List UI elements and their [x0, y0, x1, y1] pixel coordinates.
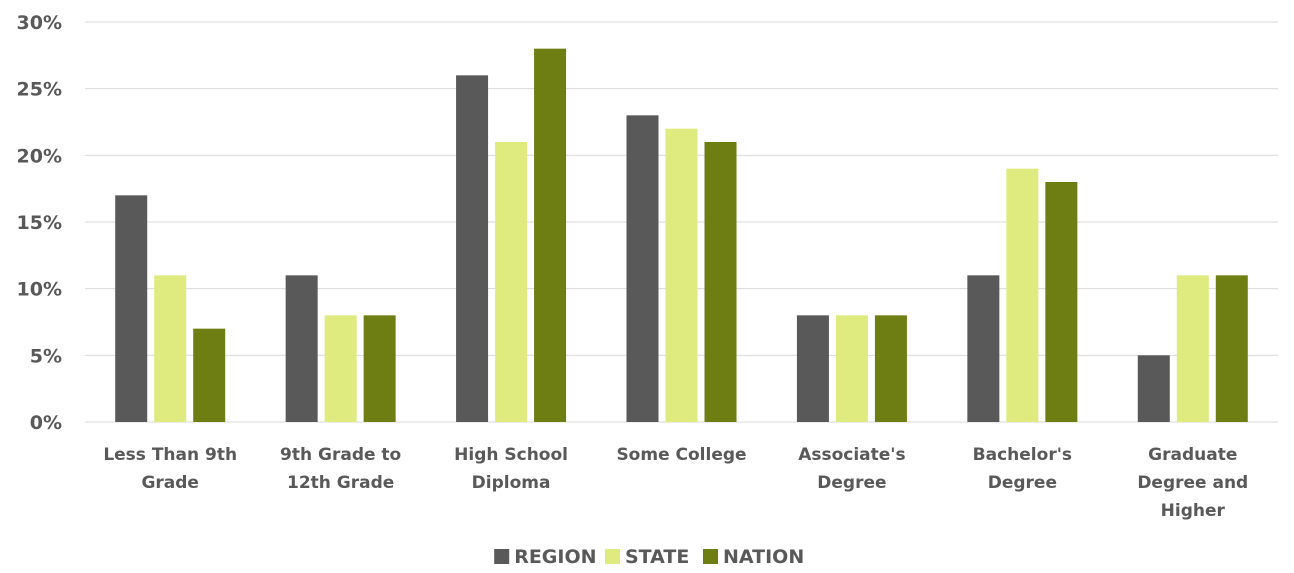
legend-label-region: REGION — [514, 546, 596, 568]
legend-label-state: STATE — [625, 546, 689, 568]
bar-state-5 — [1006, 168, 1039, 422]
bar-region-1 — [285, 275, 318, 422]
x-category-label: Associate's — [798, 445, 905, 465]
bar-state-0 — [154, 275, 187, 422]
x-category-label: 9th Grade to — [280, 445, 401, 465]
x-axis: Less Than 9th Grade 9th Grade to 12th Grade… — [103, 445, 1248, 521]
bar-region-4 — [796, 315, 829, 422]
y-axis: 0% 5% 10% 15% 20% 25% 30% — [17, 12, 62, 434]
bar-region-0 — [115, 195, 148, 422]
legend-swatch-region — [494, 549, 510, 564]
legend-label-nation: NATION — [723, 546, 804, 568]
bar-state-4 — [835, 315, 868, 422]
x-category-label: 12th Grade — [287, 473, 394, 493]
x-category-label: Degree — [988, 473, 1057, 493]
bar-state-2 — [495, 142, 528, 422]
x-category-label: Some College — [616, 445, 746, 465]
bar-nation-4 — [874, 315, 907, 422]
y-tick-label: 15% — [17, 212, 62, 234]
bar-region-5 — [967, 275, 1000, 422]
bar-state-3 — [665, 128, 698, 422]
bar-state-6 — [1176, 275, 1209, 422]
bar-nation-1 — [363, 315, 396, 422]
bar-nation-6 — [1215, 275, 1248, 422]
legend-swatch-state — [605, 549, 620, 564]
bars — [115, 48, 1248, 423]
bar-region-3 — [626, 115, 659, 422]
x-category-label: Bachelor's — [973, 445, 1072, 465]
bar-region-2 — [456, 75, 489, 422]
y-tick-label: 30% — [17, 12, 62, 34]
bar-nation-2 — [534, 48, 567, 423]
legend: REGION STATE NATION — [494, 546, 804, 568]
x-category-label: Degree and — [1137, 473, 1248, 493]
y-tick-label: 25% — [17, 79, 62, 101]
y-tick-label: 20% — [17, 145, 62, 167]
x-category-label: Less Than 9th — [103, 445, 237, 465]
x-category-label: High School — [454, 445, 568, 465]
x-category-label: Diploma — [472, 473, 551, 493]
bar-nation-3 — [704, 142, 737, 422]
x-category-label: Graduate — [1148, 445, 1237, 465]
bar-state-1 — [324, 315, 357, 422]
bar-region-6 — [1137, 355, 1170, 422]
y-tick-label: 0% — [30, 412, 62, 434]
legend-swatch-nation — [703, 549, 718, 564]
bar-nation-0 — [193, 328, 226, 422]
x-category-label: Higher — [1161, 501, 1226, 521]
x-category-label: Degree — [817, 473, 886, 493]
y-tick-label: 10% — [17, 279, 62, 301]
y-tick-label: 5% — [30, 345, 62, 367]
x-category-label: Grade — [141, 473, 199, 493]
bar-nation-5 — [1045, 182, 1078, 422]
